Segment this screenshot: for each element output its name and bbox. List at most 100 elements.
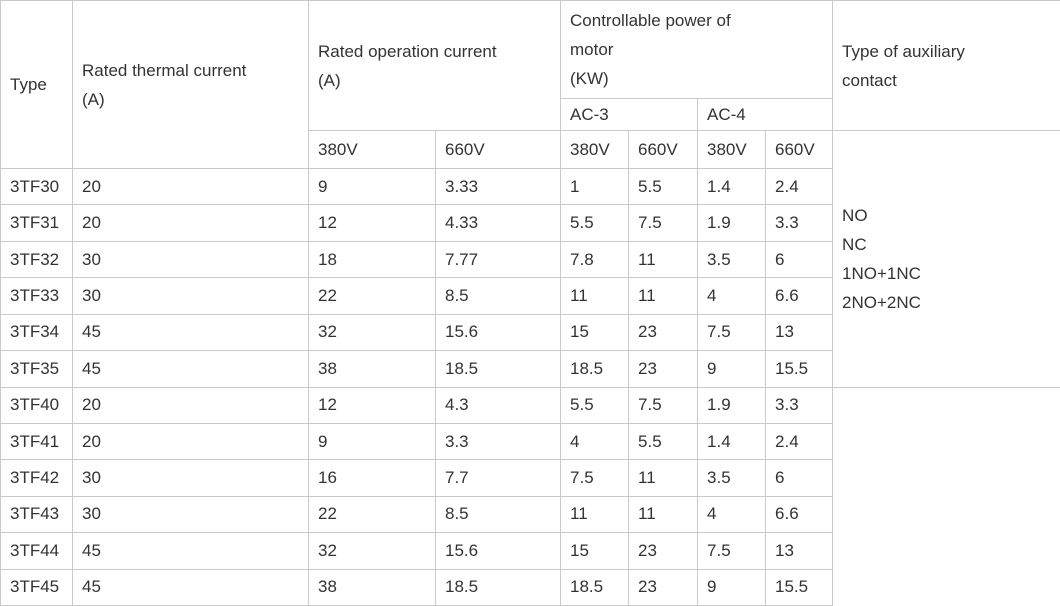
subheader-op-660v: 660V — [434, 130, 562, 170]
table-row: 3TF40 20 12 4.3 5.5 7.5 1.9 3.3 — [0, 386, 1060, 606]
cell-thermal-current: 20 — [72, 204, 309, 242]
cell-op-380v: 9 — [308, 422, 436, 461]
cell-ac4-660v: 6 — [765, 240, 834, 279]
cell-thermal-current: 20 — [72, 422, 309, 461]
cell-op-380v: 12 — [308, 386, 436, 424]
cell-ac4-660v: 3.3 — [765, 386, 834, 424]
cell-ac4-660v: 3.3 — [765, 204, 834, 242]
subheader-op-380v: 380V — [308, 130, 436, 170]
cell-ac4-380v: 9 — [697, 568, 767, 606]
cell-type: 3TF32 — [0, 240, 73, 279]
cell-op-660v: 18.5 — [434, 568, 562, 606]
cell-ac3-660v: 11 — [628, 459, 699, 497]
cell-ac3-660v: 5.5 — [628, 422, 699, 461]
subheader-ac4-380v: 380V — [697, 130, 767, 170]
table-row: 3TF33 30 22 8.5 11 11 4 6.6 — [0, 277, 1060, 315]
header-ac4: AC-4 — [697, 98, 834, 132]
cell-op-380v: 38 — [308, 350, 436, 388]
subheader-ac3-660v: 660V — [628, 130, 699, 170]
cell-ac3-380v: 4 — [560, 422, 630, 461]
header-type: Type — [0, 0, 73, 170]
cell-op-660v: 3.3 — [434, 422, 562, 461]
cell-ac3-660v: 11 — [628, 495, 699, 534]
cell-type: 3TF42 — [0, 459, 73, 497]
cell-ac3-380v: 7.5 — [560, 459, 630, 497]
cell-type: 3TF43 — [0, 495, 73, 534]
cell-op-380v: 12 — [308, 204, 436, 242]
cell-ac4-660v: 6.6 — [765, 495, 834, 534]
cell-ac3-660v: 23 — [628, 313, 699, 352]
cell-ac3-660v: 5.5 — [628, 168, 699, 206]
header-ac3: AC-3 — [560, 98, 699, 132]
cell-ac4-660v: 15.5 — [765, 568, 834, 606]
cell-ac3-380v: 11 — [560, 495, 630, 534]
cell-thermal-current: 30 — [72, 495, 309, 534]
table-row: 3TF45 45 38 18.5 18.5 23 9 15.5 — [0, 568, 1060, 606]
cell-type: 3TF41 — [0, 422, 73, 461]
cell-ac3-380v: 11 — [560, 277, 630, 315]
cell-ac3-660v: 11 — [628, 277, 699, 315]
cell-ac4-380v: 4 — [697, 495, 767, 534]
subheader-ac4-660v: 660V — [765, 130, 834, 170]
cell-op-380v: 9 — [308, 168, 436, 206]
auxiliary-contact-empty-cell — [832, 386, 1060, 606]
cell-op-660v: 15.6 — [434, 532, 562, 570]
cell-ac3-660v: 7.5 — [628, 204, 699, 242]
cell-ac3-660v: 23 — [628, 532, 699, 570]
cell-ac4-380v: 3.5 — [697, 459, 767, 497]
cell-ac4-380v: 7.5 — [697, 532, 767, 570]
cell-ac4-660v: 13 — [765, 313, 834, 352]
cell-op-660v: 15.6 — [434, 313, 562, 352]
cell-ac4-660v: 15.5 — [765, 350, 834, 388]
cell-op-660v: 8.5 — [434, 495, 562, 534]
cell-op-380v: 22 — [308, 277, 436, 315]
cell-op-380v: 16 — [308, 459, 436, 497]
header-rated-operation-current: Rated operation current (A) — [307, 0, 562, 132]
cell-ac4-660v: 2.4 — [765, 422, 834, 461]
cell-ac4-380v: 1.4 — [697, 422, 767, 461]
cell-thermal-current: 20 — [72, 386, 309, 424]
cell-ac4-660v: 13 — [765, 532, 834, 570]
cell-ac4-380v: 1.9 — [697, 204, 767, 242]
cell-type: 3TF30 — [0, 168, 73, 206]
cell-op-380v: 22 — [308, 495, 436, 534]
cell-op-660v: 18.5 — [434, 350, 562, 388]
table-row: 3TF44 45 32 15.6 15 23 7.5 13 — [0, 532, 1060, 570]
cell-ac4-660v: 6.6 — [765, 277, 834, 315]
header-row-voltage: 380V 660V 380V 660V 380V 660V NO NC 1NO+… — [1, 130, 1060, 388]
cell-ac4-660v: 6 — [765, 459, 834, 497]
cell-op-380v: 38 — [308, 568, 436, 606]
table-row: 3TF35 45 38 18.5 18.5 23 9 15.5 — [0, 350, 1060, 388]
cell-op-380v: 32 — [308, 313, 436, 352]
cell-type: 3TF33 — [0, 277, 73, 315]
cell-ac3-660v: 7.5 — [628, 386, 699, 424]
cell-op-660v: 3.33 — [434, 168, 562, 206]
cell-thermal-current: 45 — [72, 313, 309, 352]
cell-op-660v: 8.5 — [434, 277, 562, 315]
table-row: 3TF43 30 22 8.5 11 11 4 6.6 — [0, 495, 1060, 534]
cell-ac3-660v: 23 — [628, 568, 699, 606]
cell-ac4-380v: 1.9 — [697, 386, 767, 424]
cell-ac4-380v: 4 — [697, 277, 767, 315]
cell-type: 3TF40 — [0, 386, 73, 424]
header-row-ac: AC-3 AC-4 — [1, 98, 1060, 132]
cell-ac3-380v: 5.5 — [560, 386, 630, 424]
cell-ac3-380v: 7.8 — [560, 240, 630, 279]
cell-ac4-380v: 7.5 — [697, 313, 767, 352]
table-row: 3TF42 30 16 7.7 7.5 11 3.5 6 — [0, 459, 1060, 497]
cell-type: 3TF35 — [0, 350, 73, 388]
cell-type: 3TF31 — [0, 204, 73, 242]
cell-thermal-current: 30 — [72, 277, 309, 315]
cell-type: 3TF34 — [0, 313, 73, 352]
cell-op-660v: 4.3 — [434, 386, 562, 424]
cell-ac4-380v: 1.4 — [697, 168, 767, 206]
cell-ac3-660v: 11 — [628, 240, 699, 279]
cell-thermal-current: 45 — [72, 532, 309, 570]
header-row-main: Type Rated thermal current (A) Rated ope… — [0, 0, 1060, 170]
cell-thermal-current: 45 — [72, 568, 309, 606]
auxiliary-contact-options: NO NC 1NO+1NC 2NO+2NC — [832, 130, 1060, 388]
cell-ac3-380v: 18.5 — [560, 350, 630, 388]
cell-op-380v: 32 — [308, 532, 436, 570]
cell-ac4-380v: 3.5 — [697, 240, 767, 279]
